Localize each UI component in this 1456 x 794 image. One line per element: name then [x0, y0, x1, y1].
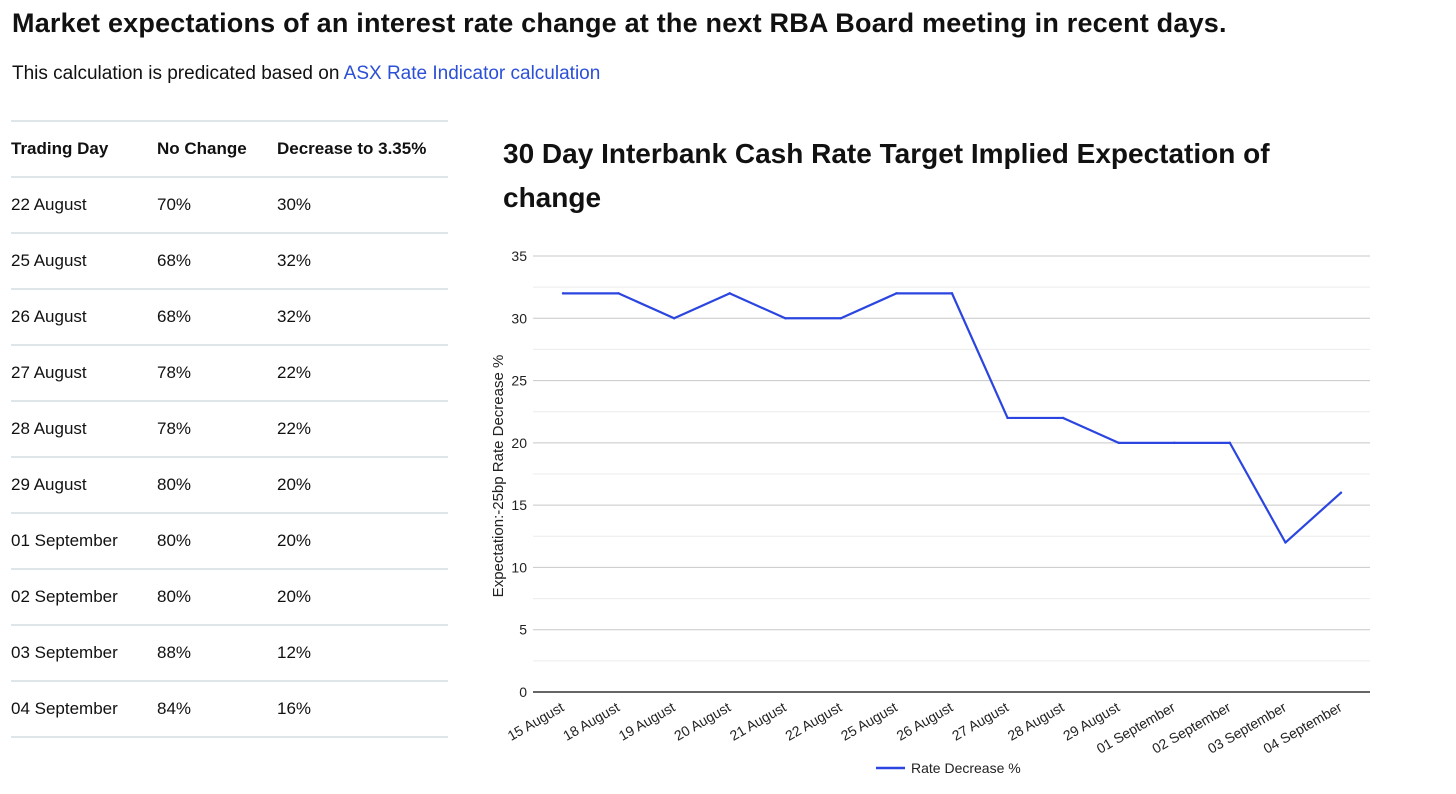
data-point [1006, 416, 1009, 420]
cell-trading-day: 22 August [11, 176, 157, 233]
data-point [561, 292, 565, 295]
cell-trading-day: 28 August [11, 400, 157, 457]
table-row: 02 September 80% 20% [11, 568, 448, 625]
data-point [895, 292, 898, 295]
data-point [950, 292, 954, 295]
data-point [1061, 416, 1065, 420]
data-point [784, 317, 787, 320]
cell-decrease: 32% [277, 232, 448, 289]
table-row: 27 August 78% 22% [11, 344, 448, 401]
table-row: 03 September 88% 12% [11, 624, 448, 681]
cell-trading-day: 27 August [11, 344, 157, 401]
table-row: 22 August 70% 30% [11, 176, 448, 233]
y-tick-label: 5 [519, 622, 527, 638]
asx-rate-indicator-link[interactable]: ASX Rate Indicator calculation [343, 63, 601, 84]
cell-trading-day: 25 August [11, 232, 157, 289]
cell-decrease: 12% [277, 624, 448, 681]
table-row: 26 August 68% 32% [11, 288, 448, 345]
y-tick-label: 35 [511, 248, 527, 264]
header-trading-day: Trading Day [11, 120, 157, 177]
y-tick-label: 20 [511, 435, 527, 451]
header-decrease: Decrease to 3.35% [277, 120, 448, 177]
intro-text: This calculation is predicated based on … [12, 63, 600, 85]
data-point [1228, 441, 1232, 445]
cell-no-change: 80% [157, 512, 277, 569]
x-tick-label: 20 August [671, 699, 733, 744]
y-axis-label: Expectation:-25bp Rate Decrease % [490, 355, 507, 598]
data-point [1284, 541, 1287, 544]
data-point [1173, 441, 1176, 445]
x-tick-label: 19 August [616, 699, 678, 744]
table-body: 22 August 70% 30% 25 August 68% 32% 26 August 6… [11, 176, 448, 738]
x-tick-label: 15 August [505, 699, 567, 744]
table-row: 25 August 68% 32% [11, 232, 448, 289]
cell-trading-day: 02 September [11, 568, 157, 625]
cell-no-change: 68% [157, 232, 277, 289]
rate-expectations-table: Trading Day No Change Decrease to 3.35% … [11, 120, 448, 738]
y-tick-label: 30 [511, 310, 527, 326]
data-point [1339, 491, 1343, 494]
cell-no-change: 88% [157, 624, 277, 681]
table-row: 28 August 78% 22% [11, 400, 448, 457]
cell-decrease: 20% [277, 456, 448, 513]
x-tick-label: 27 August [949, 699, 1011, 744]
cell-trading-day: 01 September [11, 512, 157, 569]
cell-trading-day: 29 August [11, 456, 157, 513]
data-point [728, 292, 731, 295]
data-point [839, 317, 843, 320]
chart-title: 30 Day Interbank Cash Rate Target Implie… [503, 138, 1270, 213]
cell-decrease: 22% [277, 400, 448, 457]
x-tick-label: 26 August [894, 699, 956, 744]
cell-no-change: 78% [157, 400, 277, 457]
cell-no-change: 78% [157, 344, 277, 401]
x-tick-label: 22 August [782, 699, 844, 744]
header-no-change: No Change [157, 120, 277, 177]
table-row: 04 September 84% 16% [11, 680, 448, 738]
cell-trading-day: 04 September [11, 680, 157, 738]
page-title: Market expectations of an interest rate … [12, 8, 1227, 38]
cell-no-change: 80% [157, 456, 277, 513]
x-tick-label: 25 August [838, 699, 900, 744]
cell-no-change: 84% [157, 680, 277, 738]
y-tick-label: 25 [511, 373, 527, 389]
y-tick-label: 10 [511, 559, 527, 575]
y-tick-label: 0 [519, 684, 527, 700]
y-tick-label: 15 [511, 497, 527, 513]
table-row: 29 August 80% 20% [11, 456, 448, 513]
cell-decrease: 16% [277, 680, 448, 738]
cell-decrease: 20% [277, 568, 448, 625]
x-tick-label: 28 August [1005, 699, 1067, 744]
legend-label: Rate Decrease % [911, 760, 1021, 776]
cell-trading-day: 03 September [11, 624, 157, 681]
cell-decrease: 20% [277, 512, 448, 569]
intro-label: This calculation is predicated based on [12, 63, 344, 84]
data-point [672, 317, 676, 320]
data-point [1117, 441, 1120, 445]
data-point [617, 292, 620, 295]
table-header-row: Trading Day No Change Decrease to 3.35% [11, 120, 448, 177]
cell-decrease: 30% [277, 176, 448, 233]
cell-no-change: 80% [157, 568, 277, 625]
cell-no-change: 68% [157, 288, 277, 345]
cell-decrease: 32% [277, 288, 448, 345]
table-row: 01 September 80% 20% [11, 512, 448, 569]
cell-trading-day: 26 August [11, 288, 157, 345]
cell-decrease: 22% [277, 344, 448, 401]
x-tick-label: 18 August [560, 699, 622, 744]
cell-no-change: 70% [157, 176, 277, 233]
x-tick-label: 21 August [727, 699, 789, 744]
